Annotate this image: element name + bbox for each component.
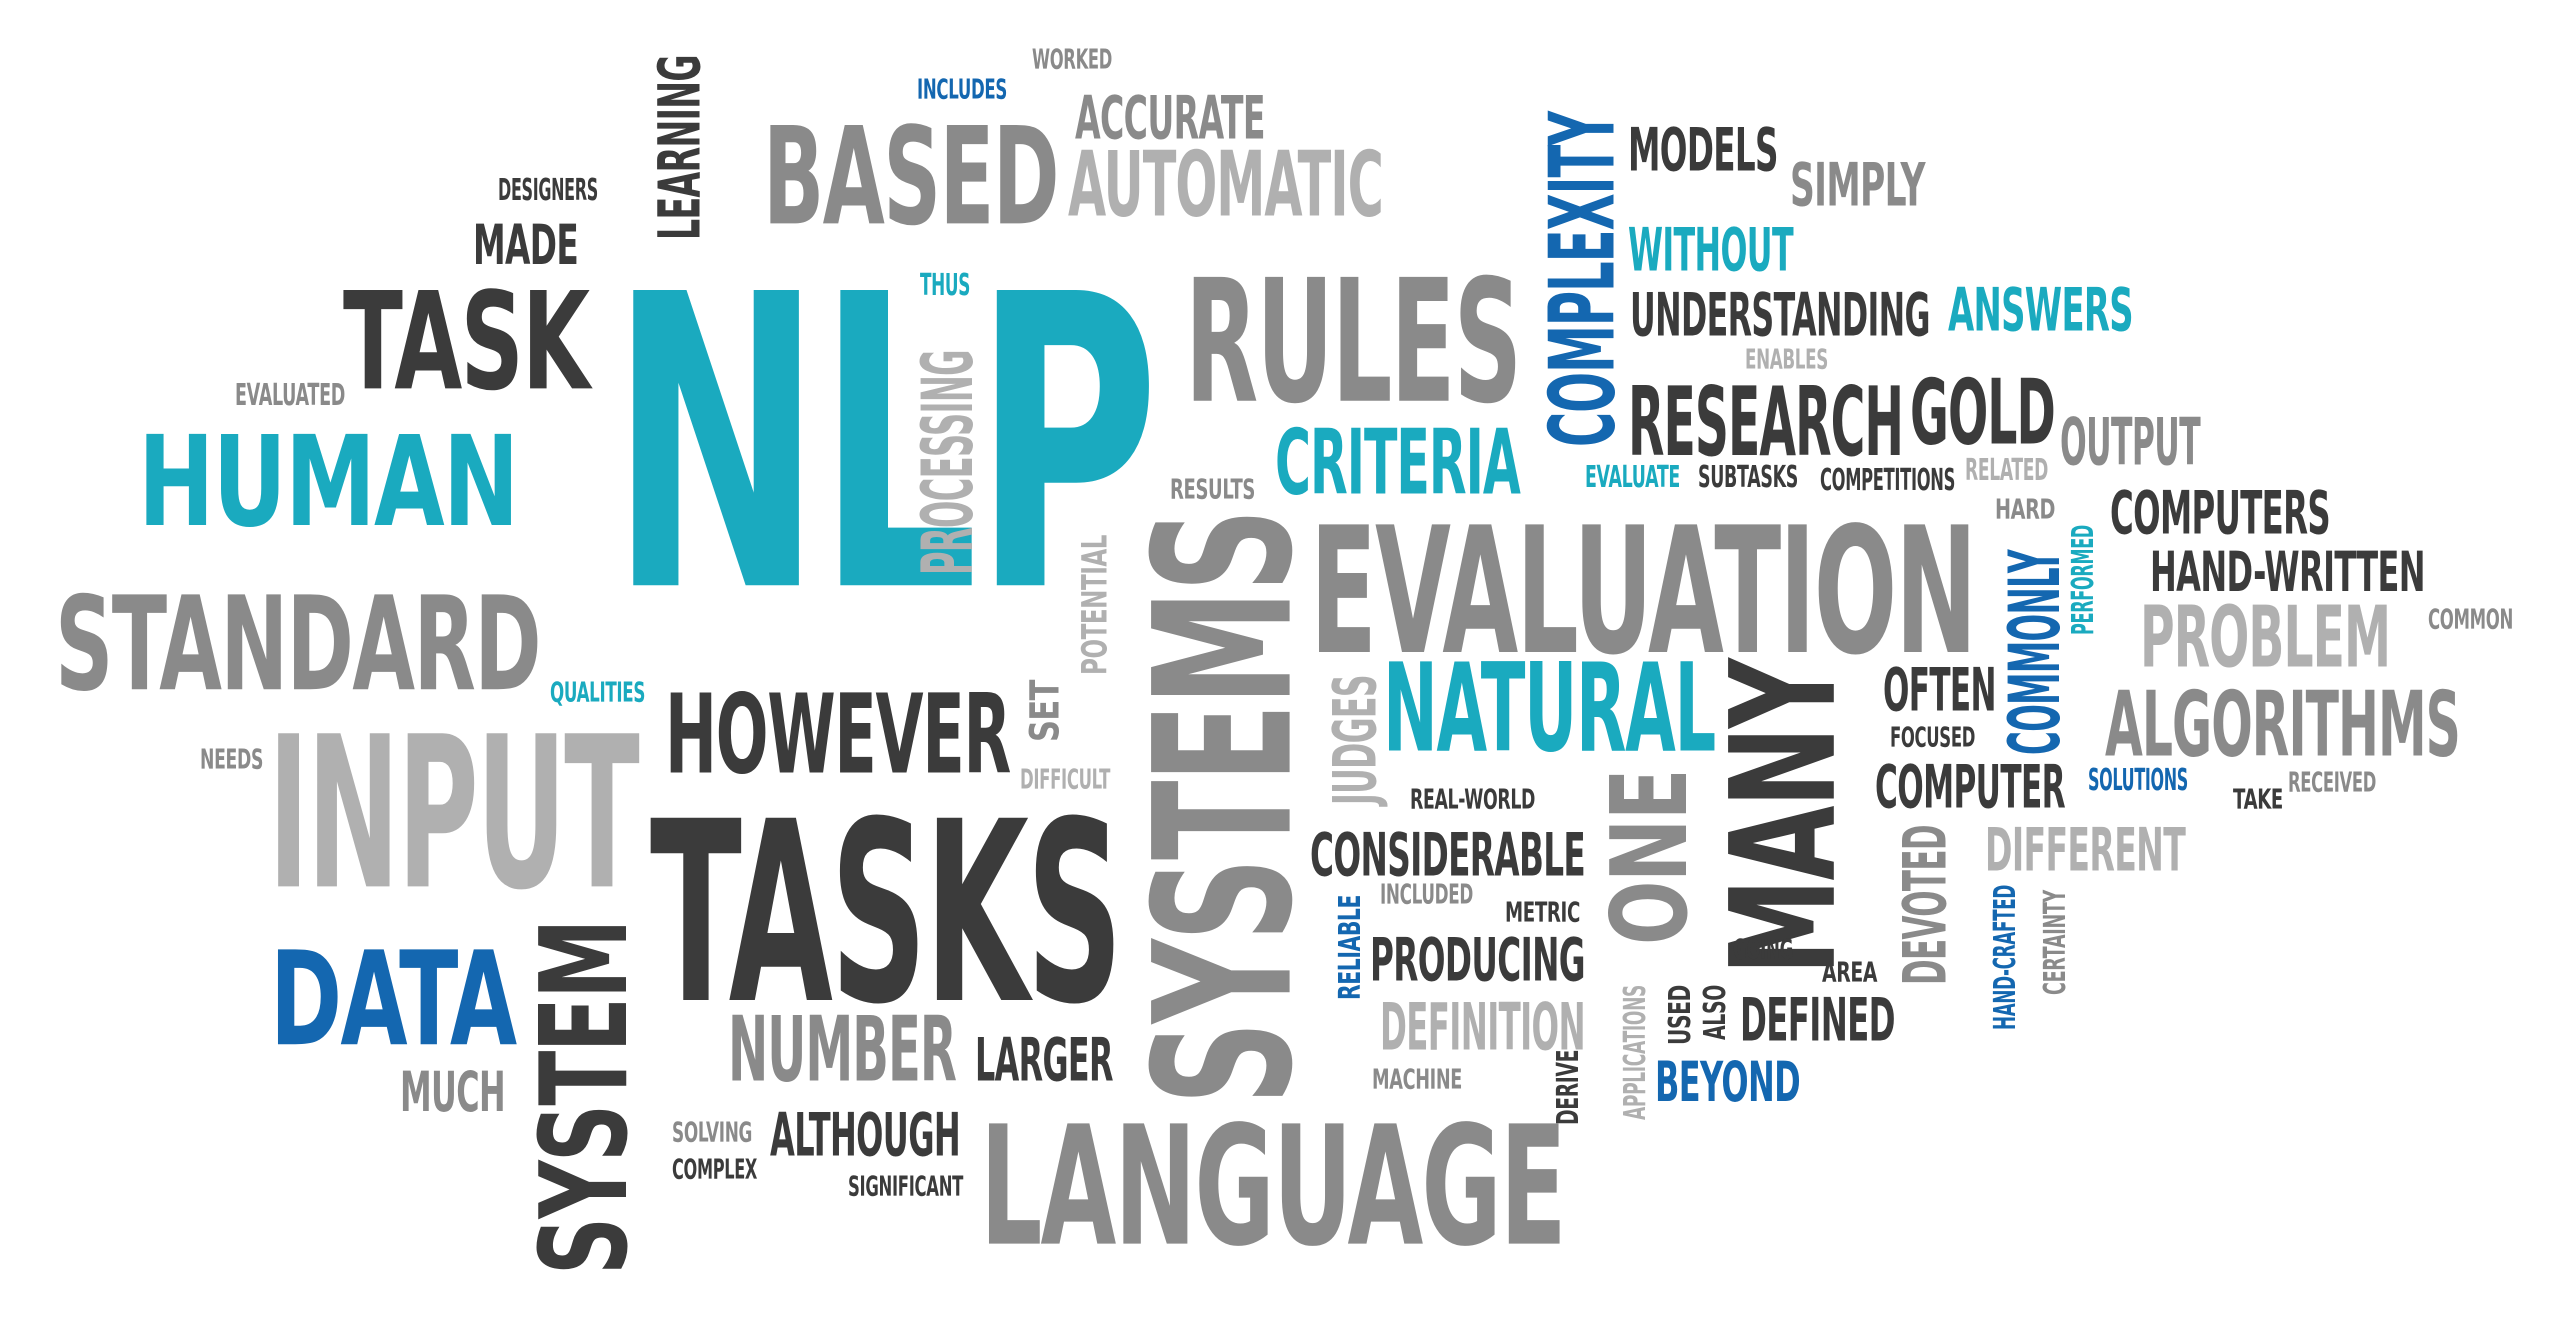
word-also: ALSO: [1697, 984, 1733, 1040]
word-accurate: ACCURATE: [1075, 82, 1266, 153]
word-used: USED: [1662, 985, 1698, 1045]
word-defined: DEFINED: [1740, 984, 1896, 1055]
word-automatic: AUTOMATIC: [1068, 131, 1384, 238]
word-definition: DEFINITION: [1380, 989, 1586, 1066]
word-natural: NATURAL: [1383, 637, 1716, 780]
word-human: HUMAN: [138, 408, 519, 555]
word-beyond: BEYOND: [1655, 1050, 1801, 1115]
word-set: SET: [1021, 680, 1069, 742]
word-tasks: TASKS: [650, 767, 1123, 1060]
word-computers: COMPUTERS: [2110, 477, 2331, 548]
word-although: ALTHOUGH: [770, 1099, 961, 1170]
word-problem: PROBLEM: [2140, 587, 2391, 687]
word-machine: MACHINE: [1372, 1062, 1463, 1096]
word-metric: METRIC: [1505, 895, 1580, 929]
word-producing: PRODUCING: [1370, 924, 1586, 995]
word-reliable: RELIABLE: [1332, 895, 1368, 1000]
word-systems: SYSTEMS: [1112, 510, 1336, 1105]
word-common: COMMON: [2428, 602, 2514, 636]
word-considerable: CONSIDERABLE: [1310, 819, 1586, 890]
word-certainty: CERTAINTY: [2037, 890, 2073, 995]
word-significant: SIGNIFICANT: [848, 1169, 964, 1203]
word-criteria: CRITERIA: [1275, 409, 1521, 516]
word-complex: COMPLEX: [672, 1152, 758, 1186]
word-includes: INCLUDES: [917, 72, 1007, 106]
word-answers: ANSWERS: [1948, 274, 2134, 345]
word-results: RESULTS: [1170, 472, 1255, 506]
word-many: MANY: [1698, 659, 1869, 975]
word-algorithms: ALGORITHMS: [2105, 671, 2461, 778]
word-judges: JUDGES: [1319, 675, 1390, 805]
word-output: OUTPUT: [2060, 404, 2201, 481]
word-input: INPUT: [268, 691, 640, 937]
word-take: TAKE: [2233, 782, 2283, 816]
word-models: MODELS: [1628, 114, 1779, 185]
word-computer: COMPUTER: [1875, 751, 2066, 822]
word-system: SYSTEM: [514, 920, 655, 1275]
word-included: INCLUDED: [1380, 877, 1473, 911]
word-needs: NEEDS: [200, 742, 264, 776]
word-understanding: UNDERSTANDING: [1630, 279, 1931, 350]
word-hard: HARD: [1995, 492, 2056, 526]
word-nlp: NLP: [610, 208, 1159, 683]
word-gold: GOLD: [1910, 359, 2056, 466]
word-different: DIFFERENT: [1985, 814, 2186, 885]
word-simply: SIMPLY: [1790, 149, 1926, 220]
word-potential: POTENTIAL: [1073, 534, 1115, 675]
word-made: MADE: [473, 213, 579, 278]
word-task: TASK: [343, 262, 590, 421]
word-based: BASED: [763, 97, 1060, 256]
word-focused: FOCUSED: [1890, 720, 1976, 754]
word-related: RELATED: [1965, 452, 2049, 488]
word-often: OFTEN: [1883, 654, 1996, 725]
word-solving: SOLVING: [672, 1115, 753, 1149]
word-going: GOING: [1733, 932, 1794, 966]
word-hand-written: HAND-WRITTEN: [2150, 540, 2426, 605]
word-complexity: COMPLEXITY: [1529, 111, 1636, 448]
word-hand-crafted: HAND-CRAFTED: [1987, 885, 2023, 1030]
word-language: LANGUAGE: [980, 1090, 1567, 1284]
word-enables: ENABLES: [1745, 342, 1828, 376]
word-number: NUMBER: [728, 996, 957, 1103]
word-performed: PERFORMED: [2065, 525, 2101, 635]
word-real-world: REAL-WORLD: [1410, 782, 1536, 816]
word-data: DATA: [270, 923, 517, 1076]
word-subtasks: SUBTASKS: [1698, 459, 1798, 495]
word-devoted: DEVOTED: [1889, 825, 1960, 985]
word-evaluation: EVALUATION: [1310, 489, 1977, 694]
word-processing: PROCESSING: [906, 350, 989, 575]
word-derive: DERIVE: [1550, 1049, 1586, 1125]
word-much: MUCH: [400, 1060, 506, 1125]
word-designers: DESIGNERS: [498, 172, 598, 208]
word-area: AREA: [1822, 955, 1878, 989]
word-difficult: DIFFICULT: [1020, 762, 1111, 796]
word-rules: RULES: [1185, 242, 1522, 442]
word-applications: APPLICATIONS: [1617, 984, 1653, 1120]
word-evaluated: EVALUATED: [235, 377, 345, 413]
word-thus: THUS: [920, 267, 971, 303]
word-worked: WORKED: [1032, 42, 1113, 76]
word-qualities: QUALITIES: [550, 675, 646, 709]
word-one: ONE: [1588, 769, 1712, 945]
word-larger: LARGER: [975, 1024, 1113, 1095]
word-research: RESEARCH: [1628, 366, 1904, 478]
word-evaluate: EVALUATE: [1585, 459, 1680, 495]
word-standard: STANDARD: [55, 568, 542, 721]
word-learning: LEARNING: [645, 54, 714, 240]
word-competitions: COMPETITIONS: [1820, 462, 1956, 498]
word-received: RECEIVED: [2288, 765, 2376, 799]
word-however: HOWEVER: [665, 670, 1011, 799]
word-without: WITHOUT: [1628, 214, 1794, 285]
word-commonly: COMMONLY: [1993, 550, 2076, 755]
word-solutions: SOLUTIONS: [2088, 762, 2188, 798]
